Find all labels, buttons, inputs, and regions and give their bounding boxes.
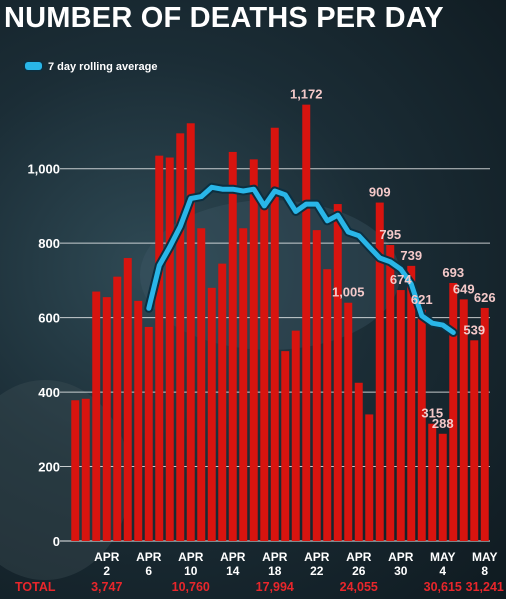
x-tick-label: 18 <box>268 564 282 578</box>
x-tick-label: 10 <box>184 564 198 578</box>
bar <box>207 287 216 541</box>
bar <box>480 307 489 541</box>
data-label: 621 <box>411 292 433 307</box>
bar <box>165 157 174 541</box>
data-label: 1,172 <box>290 87 323 102</box>
data-label: 288 <box>432 416 454 431</box>
bar <box>470 340 479 541</box>
bar <box>270 127 279 541</box>
x-tick-label: APR <box>388 550 414 564</box>
bar <box>71 400 80 541</box>
x-tick-label: 6 <box>145 564 152 578</box>
x-tick-label: APR <box>304 550 330 564</box>
bar <box>344 302 353 541</box>
bar <box>123 258 132 541</box>
total-label: TOTAL <box>15 580 56 594</box>
x-tick-label: 2 <box>103 564 110 578</box>
x-tick-label: 30 <box>394 564 408 578</box>
bar <box>92 291 101 541</box>
bar <box>218 263 227 541</box>
data-label: 1,005 <box>332 285 365 300</box>
y-tick-label: 200 <box>38 460 60 475</box>
x-tick-label: MAY <box>472 550 498 564</box>
bar <box>312 230 321 541</box>
bar <box>134 300 143 541</box>
y-tick-label: 800 <box>38 236 60 251</box>
data-label: 674 <box>390 272 412 287</box>
bar <box>386 245 395 541</box>
bar <box>144 326 153 541</box>
y-tick-label: 600 <box>38 311 60 326</box>
bar <box>176 133 185 542</box>
rolling-average-line <box>146 184 456 335</box>
data-label: 315 <box>421 406 443 421</box>
x-tick-label: 26 <box>352 564 366 578</box>
bar <box>228 151 237 541</box>
bar <box>354 382 363 541</box>
x-tick-label: 4 <box>439 564 446 578</box>
x-tick-label: APR <box>220 550 246 564</box>
legend-swatch <box>25 62 42 70</box>
total-value: 3,747 <box>91 580 122 594</box>
bar <box>333 204 342 542</box>
total-value: 10,760 <box>172 580 210 594</box>
x-tick-label: APR <box>178 550 204 564</box>
y-tick-label: 400 <box>38 385 60 400</box>
total-value: 17,994 <box>256 580 294 594</box>
chart-title: NUMBER OF DEATHS PER DAY <box>4 2 444 34</box>
bar <box>81 398 90 541</box>
bar <box>396 290 405 541</box>
bar <box>375 202 384 541</box>
bar <box>281 351 290 541</box>
x-tick-label: 22 <box>310 564 324 578</box>
data-label: 539 <box>463 322 485 337</box>
bar <box>438 433 447 541</box>
bar <box>102 297 111 541</box>
bar <box>249 159 258 541</box>
bar <box>186 123 195 542</box>
y-tick-label: 0 <box>53 534 60 549</box>
total-value: 24,055 <box>340 580 378 594</box>
bar <box>260 200 269 542</box>
bar <box>197 228 206 541</box>
x-tick-label: APR <box>262 550 288 564</box>
x-tick-label: 8 <box>481 564 488 578</box>
data-label: 649 <box>453 281 475 296</box>
y-tick-label: 1,000 <box>27 162 60 177</box>
data-label: 739 <box>400 248 422 263</box>
bar <box>113 276 122 541</box>
bar <box>428 423 437 541</box>
bar <box>323 269 332 541</box>
legend-label: 7 day rolling average <box>48 61 157 73</box>
total-value: 30,615 <box>424 580 462 594</box>
total-value: 31,241 <box>466 580 504 594</box>
bar <box>365 414 374 541</box>
bar <box>155 155 164 541</box>
data-label: 626 <box>474 290 496 305</box>
bar <box>449 282 458 541</box>
data-label: 693 <box>442 265 464 280</box>
x-tick-label: APR <box>94 550 120 564</box>
x-tick-label: 14 <box>226 564 240 578</box>
data-label: 795 <box>379 227 401 242</box>
bar <box>407 265 416 541</box>
x-tick-label: APR <box>346 550 372 564</box>
bar <box>459 299 468 541</box>
bar <box>302 104 311 541</box>
x-tick-label: APR <box>136 550 162 564</box>
bar <box>291 330 300 541</box>
x-tick-label: MAY <box>430 550 456 564</box>
bar <box>417 309 426 541</box>
bar <box>239 228 248 541</box>
data-label: 909 <box>369 185 391 200</box>
